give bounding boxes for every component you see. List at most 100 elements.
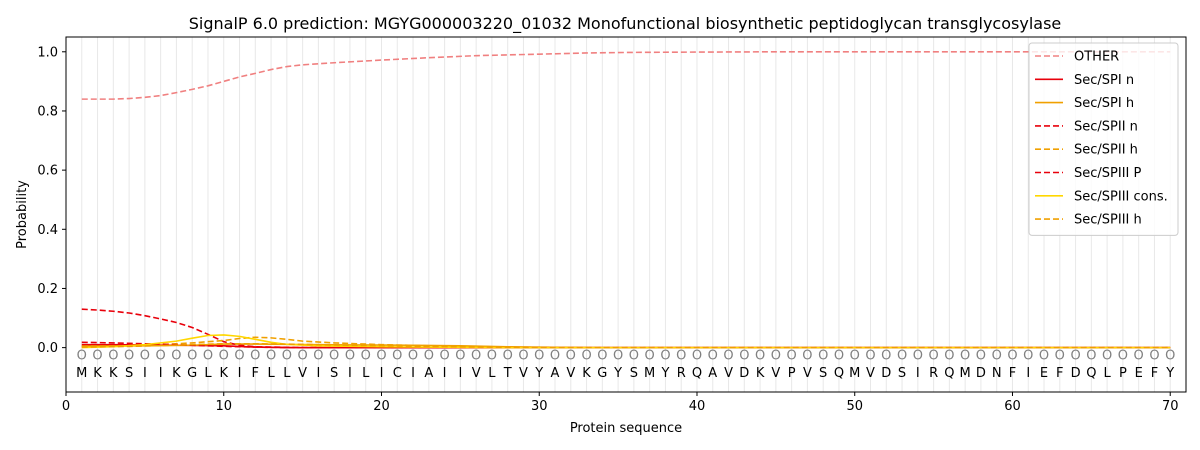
residue-class-label: O — [77, 348, 87, 363]
residue-class-label: O — [376, 348, 386, 363]
residue-class-label: O — [566, 348, 576, 363]
residue-label: I — [143, 366, 147, 381]
residue-label: I — [458, 366, 462, 381]
residue-class-label: O — [802, 348, 812, 363]
residue-class-label: O — [1086, 348, 1096, 363]
residue-label: V — [771, 366, 780, 381]
residue-label: G — [597, 366, 607, 381]
x-tick-label: 30 — [531, 399, 548, 414]
residue-class-label: O — [597, 348, 607, 363]
y-tick-label: 0.4 — [37, 223, 58, 238]
residue-class-label: O — [913, 348, 923, 363]
legend-label: Sec/SPII h — [1074, 143, 1138, 158]
residue-class-label: O — [550, 348, 560, 363]
legend-label: OTHER — [1074, 50, 1119, 65]
residue-label: D — [881, 366, 891, 381]
residue-label: K — [756, 366, 765, 381]
residue-class-label: O — [1023, 348, 1033, 363]
residue-label: S — [898, 366, 906, 381]
residue-class-label: O — [723, 348, 733, 363]
residue-label: V — [298, 366, 307, 381]
residue-class-label: O — [471, 348, 481, 363]
y-tick-label: 0.8 — [37, 104, 58, 119]
residue-label: C — [393, 366, 402, 381]
series-layer — [81, 50, 1171, 349]
residue-class-label: O — [897, 348, 907, 363]
residue-class-label: O — [739, 348, 749, 363]
residue-class-label: O — [156, 348, 166, 363]
x-tick-label: 10 — [215, 399, 232, 414]
y-tick-label: 0.0 — [37, 341, 58, 356]
residue-label: M — [849, 366, 860, 381]
residue-class-label: O — [171, 348, 181, 363]
residue-label: M — [960, 366, 971, 381]
residue-label: D — [1071, 366, 1081, 381]
residue-class-label: O — [755, 348, 765, 363]
grid-layer — [81, 37, 1171, 392]
residue-class-label: O — [865, 348, 875, 363]
residue-class-label: O — [613, 348, 623, 363]
residue-label: I — [380, 366, 384, 381]
residue-label: Q — [692, 366, 702, 381]
residue-class-label: O — [1055, 348, 1065, 363]
residue-label: I — [238, 366, 242, 381]
residue-class-label: O — [881, 348, 891, 363]
residue-class-label: O — [944, 348, 954, 363]
legend: OTHER Sec/SPI n Sec/SPI h Sec/SPII n Sec/SPI… — [1028, 42, 1179, 236]
residue-label: L — [362, 366, 370, 381]
x-tick-label: 60 — [1004, 399, 1021, 414]
residue-label: F — [1009, 366, 1016, 381]
series-line-sec-spii-h — [81, 336, 1171, 349]
residue-class-label: O — [660, 348, 670, 363]
residue-class-label: O — [313, 348, 323, 363]
residue-label: L — [204, 366, 212, 381]
y-tick-label: 1.0 — [37, 45, 58, 60]
residue-class-label: O — [298, 348, 308, 363]
residue-label: F — [1151, 366, 1158, 381]
x-tick-label: 70 — [1162, 399, 1179, 414]
residue-class-label: O — [629, 348, 639, 363]
residue-class-label: O — [1165, 348, 1175, 363]
residue-label: M — [76, 366, 87, 381]
chart-title: SignalP 6.0 prediction: MGYG000003220_01… — [189, 14, 1062, 34]
residue-label: V — [866, 366, 875, 381]
residue-label: R — [677, 366, 686, 381]
residue-label: F — [1056, 366, 1063, 381]
residue-label: L — [283, 366, 291, 381]
series-line-sec-spiii-h — [81, 342, 1171, 349]
residue-class-label: O — [1007, 348, 1017, 363]
residue-label: S — [330, 366, 338, 381]
residue-class-label: O — [960, 348, 970, 363]
residue-class-label: O — [124, 348, 134, 363]
residue-label: K — [582, 366, 591, 381]
residue-label: L — [267, 366, 275, 381]
residue-label: I — [411, 366, 415, 381]
residue-class-label: O — [345, 348, 355, 363]
residue-label: Y — [660, 366, 669, 381]
residue-label: M — [644, 366, 655, 381]
residue-class-label: O — [850, 348, 860, 363]
residue-label: I — [443, 366, 447, 381]
residue-class-label: O — [787, 348, 797, 363]
legend-box — [1028, 42, 1179, 236]
residue-label: D — [739, 366, 749, 381]
residue-label: V — [472, 366, 481, 381]
residue-class-label: O — [219, 348, 229, 363]
legend-label: Sec/SPIII P — [1074, 166, 1142, 181]
residue-class-label: O — [992, 348, 1002, 363]
series-line-sec-spiii-cons — [81, 334, 1171, 349]
residue-label: I — [1026, 366, 1030, 381]
residue-class-label: O — [361, 348, 371, 363]
residue-class-label: O — [108, 348, 118, 363]
residue-label: G — [187, 366, 197, 381]
residue-label: Y — [1165, 366, 1174, 381]
residue-class-label: O — [140, 348, 150, 363]
residue-class-label: O — [834, 348, 844, 363]
residue-class-label: O — [1039, 348, 1049, 363]
residue-class-label: O — [392, 348, 402, 363]
x-tick-label: 20 — [373, 399, 390, 414]
residue-label: P — [1119, 366, 1127, 381]
residue-class-label: O — [771, 348, 781, 363]
